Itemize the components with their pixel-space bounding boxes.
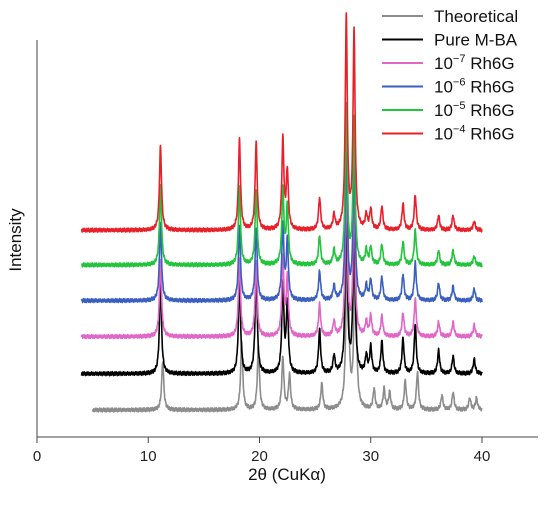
legend: Theoretical Pure M-BA 10−7 Rh6G 10−6 Rh6G 10…: [382, 7, 518, 144]
legend-label: 10−7 Rh6G: [434, 53, 515, 73]
series-line-0: [91, 167, 483, 413]
x-tick-label: 30: [362, 448, 379, 465]
x-tick-label: 20: [251, 448, 268, 465]
series-line-3: [80, 138, 483, 304]
plot-series-group: [80, 12, 483, 413]
legend-label: 10−5 Rh6G: [434, 100, 515, 120]
series-line-2: [80, 171, 483, 340]
legend-label: 10−4 Rh6G: [434, 124, 515, 144]
legend-label: Pure M-BA: [434, 31, 518, 50]
series-line-4: [80, 101, 483, 268]
x-tick-label: 40: [474, 448, 491, 465]
x-axis-label: 2θ (CuKα): [248, 465, 326, 484]
x-ticks-group: 0 10 20 30 40: [33, 437, 491, 465]
x-tick-label: 10: [140, 448, 157, 465]
legend-label: Theoretical: [434, 7, 518, 26]
axes-group: [36, 40, 538, 438]
series-line-5: [80, 12, 483, 233]
x-tick-label: 0: [33, 448, 41, 465]
series-line-1: [80, 193, 483, 377]
y-axis-label: Intensity: [6, 208, 25, 272]
legend-label: 10−6 Rh6G: [434, 77, 515, 97]
